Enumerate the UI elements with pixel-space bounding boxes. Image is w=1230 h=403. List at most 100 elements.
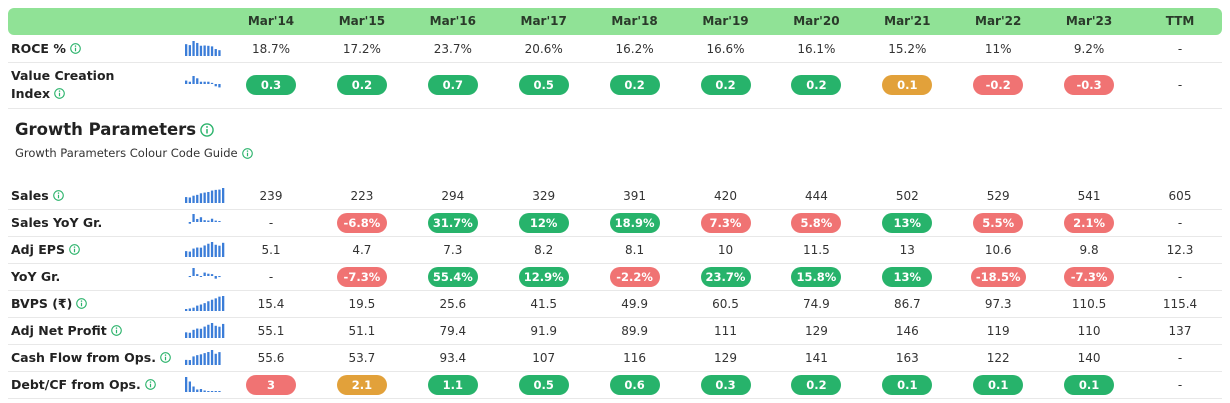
sparkline-bar [196, 78, 199, 84]
sparkline-bar [192, 248, 195, 257]
info-dot [149, 381, 151, 383]
cell: 140 [1077, 350, 1101, 365]
cell: 9.2% [1073, 41, 1105, 56]
cell: 223 [350, 188, 374, 203]
sparkline-bar [207, 81, 210, 84]
badge: 0.2 [791, 374, 842, 395]
section-title-text: Growth Parameters [15, 120, 197, 139]
cell: -7.3% [1049, 266, 1129, 287]
column-header: Mar'20 [793, 14, 840, 28]
sparkline-bar [207, 45, 210, 56]
info-dot [74, 45, 77, 47]
cell: -7.3% [322, 266, 402, 287]
badge: 2.1% [1064, 212, 1115, 233]
cell: 60.5 [712, 296, 739, 311]
sparkline-bar [214, 48, 217, 56]
sparkline-bar [185, 43, 188, 56]
cell: 11% [984, 41, 1012, 56]
badge: -0.3 [1064, 75, 1115, 95]
sparkline-bar [203, 326, 206, 338]
sparkline-bar [222, 323, 225, 338]
column-header: Mar'19 [702, 14, 749, 28]
row-label-text: Sales YoY Gr. [11, 215, 103, 230]
row-divider [8, 263, 1222, 264]
sparkline-bar [218, 296, 221, 311]
badge: 0.2 [700, 75, 751, 95]
column-header: Mar'18 [611, 14, 658, 28]
sparkline-bar [210, 299, 214, 311]
cell: 444 [804, 188, 828, 203]
badge: 0.6 [609, 374, 660, 395]
badge: -6.8% [336, 212, 387, 233]
sparkline-bar [196, 328, 199, 338]
badge: 13% [882, 212, 933, 233]
sparkline-bar [207, 220, 210, 222]
badge: 0.3 [700, 374, 751, 395]
cell: 23.7% [433, 41, 472, 56]
cell: 141 [804, 350, 828, 365]
badge: 0.2 [609, 75, 660, 95]
section-subtitle[interactable]: Growth Parameters Colour Code Guide [15, 146, 253, 160]
cell: 12% [504, 212, 584, 233]
sparkline-bar [196, 218, 199, 222]
sparkline-bar [196, 194, 199, 203]
cell: 93.4 [439, 350, 467, 365]
sparkline [185, 187, 225, 203]
info-dot [164, 354, 167, 356]
sparkline-bar [218, 220, 221, 222]
sparkline-bar [203, 302, 206, 311]
cell: 15.4 [257, 296, 285, 311]
sparkline-bar [185, 80, 188, 84]
sparkline-bar [199, 45, 203, 56]
cell: 53.7 [348, 350, 376, 365]
cell: 25.6 [439, 296, 467, 311]
sparkline-bar [188, 251, 191, 257]
sparkline-bar [188, 381, 191, 392]
sparkline-bar [222, 242, 225, 257]
row-divider [8, 398, 1222, 399]
cell: 0.5 [504, 75, 584, 95]
sparkline-bar [196, 247, 199, 257]
row-label-text: Value Creation Index [11, 68, 115, 101]
cell: 55.6 [257, 350, 285, 365]
badge: 23.7% [700, 266, 751, 287]
sparkline-bar [196, 389, 199, 392]
cell: 8.1 [625, 242, 645, 257]
cell: 18.7% [251, 41, 291, 56]
section-subtitle-text[interactable]: Growth Parameters Colour Code Guide [15, 146, 238, 160]
info-icon [110, 325, 122, 336]
badge: 31.7% [427, 212, 478, 233]
row-label-text: BVPS (₹) [11, 296, 73, 311]
sparkline-bar [185, 359, 188, 365]
cell: 116 [623, 350, 647, 365]
row-label: ROCE % [11, 40, 81, 58]
badge: 0.2 [791, 75, 842, 95]
column-header: Mar'22 [975, 14, 1022, 28]
sparkline-bar [203, 219, 206, 222]
sparkline-bar [214, 84, 217, 87]
sparkline-bar [203, 81, 206, 84]
sparkline [188, 267, 221, 279]
sparkline [185, 349, 221, 365]
sparkline-bar [192, 213, 195, 222]
sparkline-bar [214, 189, 217, 203]
cell: 107 [532, 350, 556, 365]
cell: 9.8 [1079, 242, 1099, 257]
sparkline-bar [218, 189, 221, 203]
sparkline-bar [210, 349, 214, 365]
cell: 420 [714, 188, 737, 203]
sparkline-bar [218, 390, 221, 392]
cell: - [1177, 41, 1183, 56]
info-dot [58, 90, 61, 92]
cell: 13% [867, 212, 947, 233]
sparkline-bar [218, 245, 221, 257]
sparkline-bar [218, 351, 221, 365]
sparkline-bar [207, 390, 210, 392]
info-circle [160, 352, 171, 363]
info-icon [76, 298, 88, 309]
sparkline-bar [214, 297, 217, 311]
sparkline-bar [199, 247, 203, 257]
row-label-text: Cash Flow from Ops. [11, 350, 156, 365]
badge: 0.7 [427, 75, 478, 95]
